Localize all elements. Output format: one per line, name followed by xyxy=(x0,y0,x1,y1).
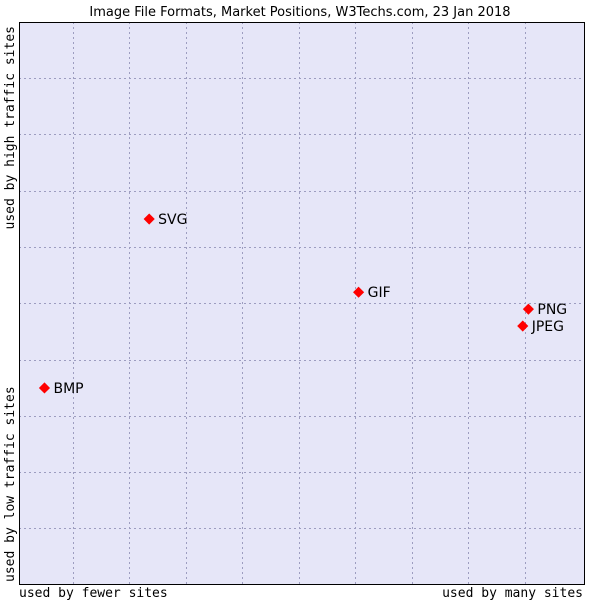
point-marker xyxy=(522,303,534,315)
y-axis-label-low: used by low traffic sites xyxy=(3,386,18,582)
point-label: GIF xyxy=(368,285,391,301)
point-label: JPEG xyxy=(531,319,564,335)
data-point-bmp: BMP xyxy=(38,381,84,397)
grid-lines xyxy=(19,22,585,585)
data-point-jpeg: JPEG xyxy=(517,319,564,335)
point-marker xyxy=(517,320,529,332)
point-label: PNG xyxy=(537,302,567,318)
data-point-gif: GIF xyxy=(353,285,391,301)
point-label: BMP xyxy=(53,381,83,397)
data-point-svg: SVG xyxy=(143,212,187,228)
point-marker xyxy=(38,382,51,394)
point-label: SVG xyxy=(158,212,187,228)
x-axis-label-many: used by many sites xyxy=(442,586,583,600)
x-axis-label-fewer: used by fewer sites xyxy=(19,586,168,600)
plot-frame xyxy=(19,22,585,585)
point-marker xyxy=(143,213,155,225)
point-marker xyxy=(353,286,365,298)
data-point-png: PNG xyxy=(522,302,567,318)
chart-title: Image File Formats, Market Positions, W3… xyxy=(89,5,510,20)
y-axis-label-high: used by high traffic sites xyxy=(3,26,18,230)
